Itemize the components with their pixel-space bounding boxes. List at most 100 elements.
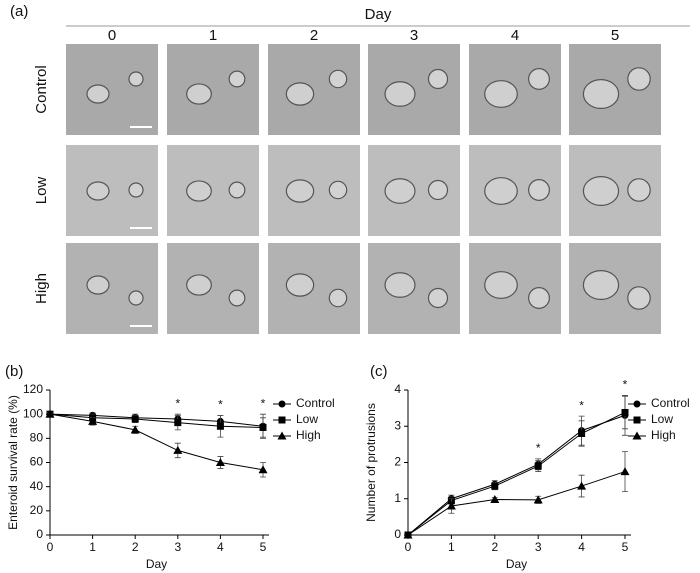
column-label: 1	[209, 27, 217, 44]
micrograph	[167, 243, 259, 334]
organoid	[328, 288, 348, 308]
micrograph	[268, 243, 360, 334]
marker	[577, 481, 587, 490]
x-tick-label: 3	[535, 540, 542, 554]
organoid	[328, 180, 348, 200]
marker	[491, 482, 499, 490]
organoid	[427, 179, 449, 201]
legend-marker	[278, 400, 286, 408]
organoid	[228, 289, 246, 307]
significance: *	[261, 396, 266, 410]
y-tick-label: 4	[394, 382, 401, 396]
legend-label: Control	[651, 396, 690, 410]
row-label: Control	[33, 65, 50, 113]
x-tick-label: 5	[622, 540, 629, 554]
organoid	[186, 83, 212, 105]
legend-label: High	[296, 428, 321, 442]
marker	[578, 430, 586, 437]
column-label: 4	[511, 27, 519, 44]
x-tick-label: 3	[174, 540, 181, 554]
series-line	[407, 414, 626, 536]
marker	[215, 458, 225, 466]
legend-label: Low	[651, 412, 673, 426]
x-tick-label: 1	[448, 540, 455, 554]
panel-label: (c)	[370, 363, 388, 380]
x-tick-label: 0	[405, 540, 412, 554]
column-label: 5	[611, 27, 619, 44]
marker	[534, 462, 542, 470]
series-line	[49, 413, 264, 471]
organoid	[86, 275, 110, 295]
micrograph	[66, 145, 158, 236]
organoid	[582, 78, 620, 109]
marker	[259, 423, 267, 431]
marker	[131, 415, 139, 423]
x-axis-label: Day	[506, 557, 527, 571]
micrograph	[66, 44, 158, 135]
legend-marker	[277, 431, 287, 440]
organoid	[484, 177, 518, 205]
organoid	[285, 82, 315, 106]
organoid	[285, 179, 315, 203]
panel-label: (b)	[5, 363, 23, 380]
x-axis-label: Day	[146, 557, 167, 571]
y-tick-label: 80	[30, 431, 44, 445]
x-tick-label: 2	[132, 540, 139, 554]
organoid	[627, 178, 651, 202]
y-tick-label: 60	[30, 455, 44, 469]
marker	[45, 409, 55, 418]
organoid	[86, 84, 110, 104]
legend-marker	[632, 431, 642, 440]
x-tick-label: 0	[47, 540, 54, 554]
marker	[533, 495, 543, 504]
organoid	[627, 286, 651, 310]
organoid	[384, 272, 416, 298]
y-axis-label: Number of protrusions	[364, 403, 378, 522]
x-tick-label: 1	[89, 540, 96, 554]
organoid	[86, 181, 110, 201]
marker	[130, 425, 140, 434]
organoid	[384, 178, 416, 204]
x-tick-label: 5	[260, 540, 267, 554]
marker	[174, 419, 182, 427]
column-label: 2	[310, 27, 318, 44]
y-tick-label: 1	[394, 491, 401, 505]
row-label: Low	[33, 177, 50, 205]
organoid	[285, 273, 315, 297]
organoid	[528, 287, 550, 309]
column-label: 0	[108, 27, 116, 44]
legend-marker	[633, 416, 641, 424]
organoid	[528, 179, 550, 201]
significance: *	[623, 378, 628, 392]
x-tick-label: 2	[491, 540, 498, 554]
y-tick-label: 120	[23, 382, 43, 396]
x-tick-label: 4	[578, 540, 585, 554]
organoid	[328, 69, 348, 89]
organoid	[128, 182, 144, 198]
y-tick-label: 2	[394, 455, 401, 469]
legend-label: Low	[296, 412, 318, 426]
significance: *	[579, 398, 584, 412]
y-tick-label: 100	[23, 406, 43, 420]
micrograph	[268, 44, 360, 135]
x-tick-label: 4	[217, 540, 224, 554]
column-label: 3	[410, 27, 418, 44]
y-tick-label: 20	[30, 503, 44, 517]
organoid	[427, 68, 449, 90]
row-label: High	[33, 273, 50, 304]
marker	[446, 501, 456, 510]
legend-label: Control	[296, 396, 335, 410]
organoid	[582, 270, 620, 301]
organoid	[484, 271, 518, 299]
marker	[620, 467, 630, 476]
organoid	[186, 274, 212, 296]
micrograph	[167, 44, 259, 135]
marker	[173, 445, 183, 454]
organoid	[627, 67, 651, 91]
significance: *	[536, 441, 541, 455]
organoid	[484, 80, 518, 108]
organoid	[384, 81, 416, 107]
marker	[216, 422, 224, 430]
marker	[88, 416, 98, 425]
